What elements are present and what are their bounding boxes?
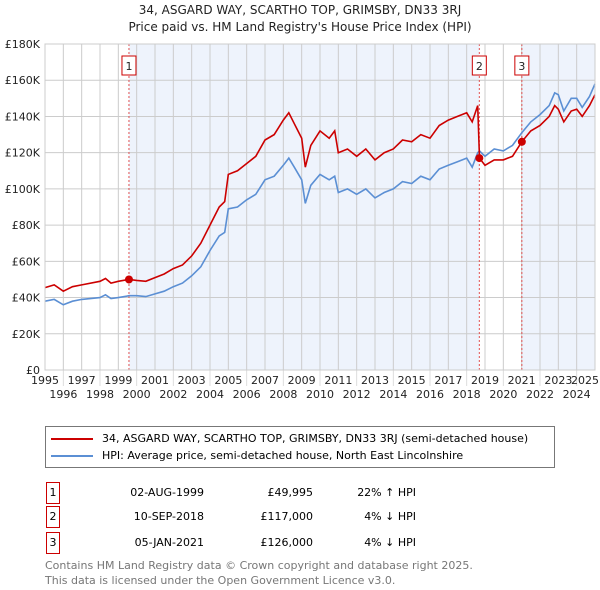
- x-tick-label: 2018: [453, 388, 481, 401]
- x-tick-label: 2016: [416, 388, 444, 401]
- y-tick-label: £60K: [12, 255, 41, 268]
- x-tick-label: 2025: [571, 374, 599, 387]
- x-tick-label: 2010: [306, 388, 334, 401]
- x-tick-label: 2003: [178, 374, 206, 387]
- transaction-marker: 2: [46, 506, 60, 528]
- x-tick-label: 2020: [489, 388, 517, 401]
- x-tick-label: 2022: [526, 388, 554, 401]
- x-tick-label: 2019: [471, 374, 499, 387]
- x-tick-label: 2014: [379, 388, 407, 401]
- y-tick-label: £80K: [12, 219, 41, 232]
- sale-label-box: [471, 55, 487, 76]
- legend-label-hpi: HPI: Average price, semi-detached house,…: [102, 449, 464, 462]
- footer-copyright: Contains HM Land Registry data © Crown c…: [45, 559, 473, 572]
- x-tick-label: 2002: [159, 388, 187, 401]
- transaction-hpi: 4% ↓ HPI: [364, 510, 416, 523]
- sale-label: 1: [125, 60, 132, 73]
- x-tick-label: 2011: [324, 374, 352, 387]
- shaded-period: [128, 44, 480, 370]
- sale-label: 2: [476, 60, 483, 73]
- transaction-date: 02-AUG-1999: [130, 486, 204, 499]
- sale-point: [475, 154, 484, 163]
- x-tick-label: 2013: [361, 374, 389, 387]
- sale-point: [517, 137, 526, 146]
- sale-label-box: [514, 55, 530, 76]
- y-tick-label: £0: [26, 364, 40, 377]
- legend-item-property: 34, ASGARD WAY, SCARTHO TOP, GRIMSBY, DN…: [51, 432, 528, 446]
- transaction-date: 05-JAN-2021: [134, 536, 204, 549]
- series-line: [44, 94, 596, 293]
- series-line: [44, 83, 596, 306]
- y-tick-label: £120K: [5, 147, 41, 160]
- transaction-hpi: 4% ↓ HPI: [364, 536, 416, 549]
- chart-subtitle: Price paid vs. HM Land Registry's House …: [128, 20, 472, 34]
- transaction-row: 1 02-AUG-1999 £49,995 22% ↑ HPI: [46, 482, 546, 504]
- y-tick-label: £40K: [12, 292, 41, 305]
- transaction-date: 10-SEP-2018: [133, 510, 204, 523]
- sale-label-box: [121, 55, 137, 76]
- x-tick-label: 2001: [141, 374, 169, 387]
- transaction-row: 2 10-SEP-2018 £117,000 4% ↓ HPI: [46, 506, 546, 528]
- x-tick-label: 2017: [434, 374, 462, 387]
- legend: 34, ASGARD WAY, SCARTHO TOP, GRIMSBY, DN…: [45, 426, 555, 468]
- chart-title: 34, ASGARD WAY, SCARTHO TOP, GRIMSBY, DN…: [138, 3, 462, 17]
- sale-point: [124, 275, 133, 284]
- legend-item-hpi: HPI: Average price, semi-detached house,…: [51, 449, 463, 463]
- footer-licence: This data is licensed under the Open Gov…: [45, 574, 396, 587]
- transaction-price: £126,000: [260, 536, 314, 549]
- x-tick-label: 1998: [86, 388, 114, 401]
- x-tick-label: 2004: [196, 388, 224, 401]
- y-tick-label: £140K: [5, 110, 41, 123]
- x-tick-label: 1997: [68, 374, 96, 387]
- y-tick-label: £100K: [5, 183, 41, 196]
- x-tick-label: 2009: [288, 374, 316, 387]
- x-tick-label: 1999: [104, 374, 132, 387]
- sale-label: 3: [518, 60, 525, 73]
- x-tick-label: 2000: [123, 388, 151, 401]
- transaction-hpi: 22% ↑ HPI: [357, 486, 416, 499]
- x-tick-label: 2007: [251, 374, 279, 387]
- y-tick-label: £180K: [5, 38, 41, 51]
- transaction-marker: 1: [46, 482, 60, 504]
- x-tick-label: 2012: [343, 388, 371, 401]
- x-tick-label: 1996: [49, 388, 77, 401]
- price-chart: 1995199619971998199920002001200220032004…: [5, 38, 599, 401]
- transaction-price: £49,995: [267, 486, 314, 499]
- transaction-marker: 3: [46, 532, 60, 554]
- x-tick-label: 2005: [214, 374, 242, 387]
- x-tick-label: 2024: [563, 388, 591, 401]
- x-tick-label: 2015: [398, 374, 426, 387]
- transaction-row: 3 05-JAN-2021 £126,000 4% ↓ HPI: [46, 532, 546, 554]
- x-tick-label: 1995: [31, 374, 59, 387]
- plot-border: [44, 43, 596, 371]
- legend-swatch-blue: [51, 455, 93, 457]
- y-tick-label: £160K: [5, 74, 41, 87]
- x-tick-label: 2006: [233, 388, 261, 401]
- x-tick-label: 2008: [269, 388, 297, 401]
- transaction-price: £117,000: [260, 510, 314, 523]
- legend-label-property: 34, ASGARD WAY, SCARTHO TOP, GRIMSBY, DN…: [102, 432, 529, 445]
- y-tick-label: £20K: [12, 328, 41, 341]
- x-tick-label: 2021: [508, 374, 536, 387]
- legend-swatch-red: [51, 438, 93, 440]
- x-tick-label: 2023: [544, 374, 572, 387]
